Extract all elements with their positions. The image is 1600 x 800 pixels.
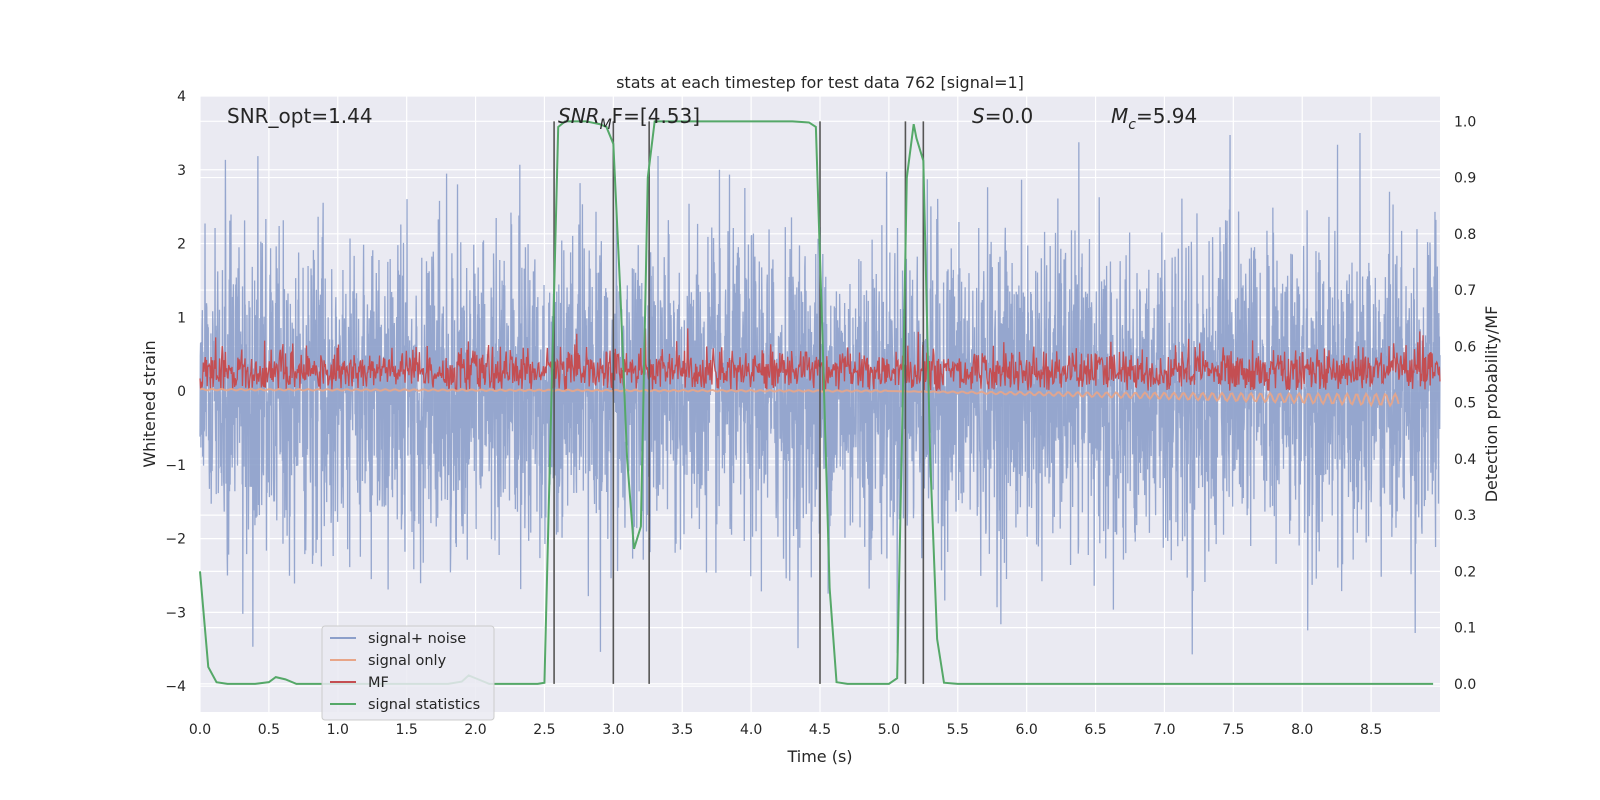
signal-only-series bbox=[199, 387, 1400, 408]
x-axis-label: Time (s) bbox=[786, 747, 852, 766]
annotation-snr-opt: SNR_opt=1.44 bbox=[227, 104, 373, 128]
x-tick-label: 0.5 bbox=[258, 722, 280, 738]
y-tick-label-right: 0.1 bbox=[1454, 621, 1476, 637]
y-tick-label-right: 1.0 bbox=[1454, 114, 1476, 130]
annotation-mc: Mc=5.94 bbox=[1111, 104, 1197, 133]
x-tick-label: 8.5 bbox=[1360, 722, 1382, 738]
y-tick-label-right: 0.4 bbox=[1454, 452, 1476, 468]
x-tick-label: 2.5 bbox=[533, 722, 555, 738]
y-tick-label-right: 0.7 bbox=[1454, 283, 1476, 299]
annotation-mc-sub: c bbox=[1128, 117, 1136, 133]
legend-label-mf: MF bbox=[368, 675, 389, 691]
signal-statistics-series bbox=[199, 120, 1434, 685]
x-tick-label: 4.0 bbox=[740, 722, 762, 738]
annotation-s-rest: =0.0 bbox=[985, 104, 1034, 128]
y-tick-label-left: 2 bbox=[177, 237, 186, 253]
x-tick-label: 1.0 bbox=[327, 722, 349, 738]
x-tick-label: 5.5 bbox=[947, 722, 969, 738]
signal-statistics-line bbox=[199, 120, 1434, 685]
annotation-snr-mf-sub: M bbox=[600, 117, 612, 133]
y-tick-label-right: 0.5 bbox=[1454, 396, 1476, 412]
y-axis-label-left: Whitened strain bbox=[140, 340, 159, 467]
annotation-mc-main: M bbox=[1111, 104, 1128, 128]
y-tick-label-left: −1 bbox=[165, 458, 186, 474]
annotation-s-main: S bbox=[972, 104, 985, 128]
legend-box bbox=[321, 625, 495, 721]
legend: signal+ noise signal only MF signal stat… bbox=[321, 625, 495, 721]
annotation-snr-mf-rest: F=[4.53] bbox=[612, 104, 700, 128]
y-tick-label-left: 0 bbox=[177, 384, 186, 400]
y-tick-label-right: 0.9 bbox=[1454, 171, 1476, 187]
annotation-snr-mf: SNRMF=[4.53] bbox=[558, 104, 700, 133]
x-tick-label: 0.0 bbox=[189, 722, 211, 738]
x-tick-label: 8.0 bbox=[1291, 722, 1313, 738]
ticks: 0.0 0.5 1.0 1.5 2.0 2.5 3.0 3.5 4.0 4.5 5.0 5.5 6.0 6… bbox=[165, 89, 1476, 738]
x-tick-label: 6.5 bbox=[1084, 722, 1106, 738]
x-tick-label: 7.5 bbox=[1222, 722, 1244, 738]
y-tick-label-right: 0.6 bbox=[1454, 339, 1476, 355]
y-tick-label-left: 3 bbox=[177, 163, 186, 179]
y-tick-label-right: 0.2 bbox=[1454, 564, 1476, 580]
x-tick-label: 6.0 bbox=[1016, 722, 1038, 738]
y-tick-label-right: 0.0 bbox=[1454, 677, 1476, 693]
vertical-markers bbox=[553, 121, 925, 684]
x-tick-label: 3.0 bbox=[602, 722, 624, 738]
annotation-snr-mf-main: SNR bbox=[558, 104, 600, 128]
annotation-mc-rest: =5.94 bbox=[1136, 104, 1197, 128]
y-tick-label-left: −3 bbox=[165, 605, 186, 621]
y-tick-label-left: 1 bbox=[177, 310, 186, 326]
signal-only-line bbox=[199, 387, 1400, 408]
y-tick-label-left: −4 bbox=[165, 679, 186, 695]
x-tick-label: 4.5 bbox=[809, 722, 831, 738]
x-tick-label: 3.5 bbox=[671, 722, 693, 738]
chart-title: stats at each timestep for test data 762… bbox=[616, 73, 1024, 92]
x-tick-label: 1.5 bbox=[396, 722, 418, 738]
y-tick-label-right: 0.3 bbox=[1454, 508, 1476, 524]
y-tick-label-right: 0.8 bbox=[1454, 227, 1476, 243]
legend-label-signal-statistics: signal statistics bbox=[368, 697, 480, 713]
y-axis-label-right: Detection probability/MF bbox=[1482, 306, 1501, 503]
y-tick-label-left: 4 bbox=[177, 89, 186, 105]
y-tick-label-left: −2 bbox=[165, 532, 186, 548]
legend-label-signal-noise: signal+ noise bbox=[368, 631, 466, 647]
x-tick-label: 7.0 bbox=[1153, 722, 1175, 738]
x-tick-label: 5.0 bbox=[878, 722, 900, 738]
legend-label-signal-only: signal only bbox=[368, 653, 447, 669]
annotation-s: S=0.0 bbox=[972, 104, 1033, 128]
x-tick-label: 2.0 bbox=[464, 722, 486, 738]
